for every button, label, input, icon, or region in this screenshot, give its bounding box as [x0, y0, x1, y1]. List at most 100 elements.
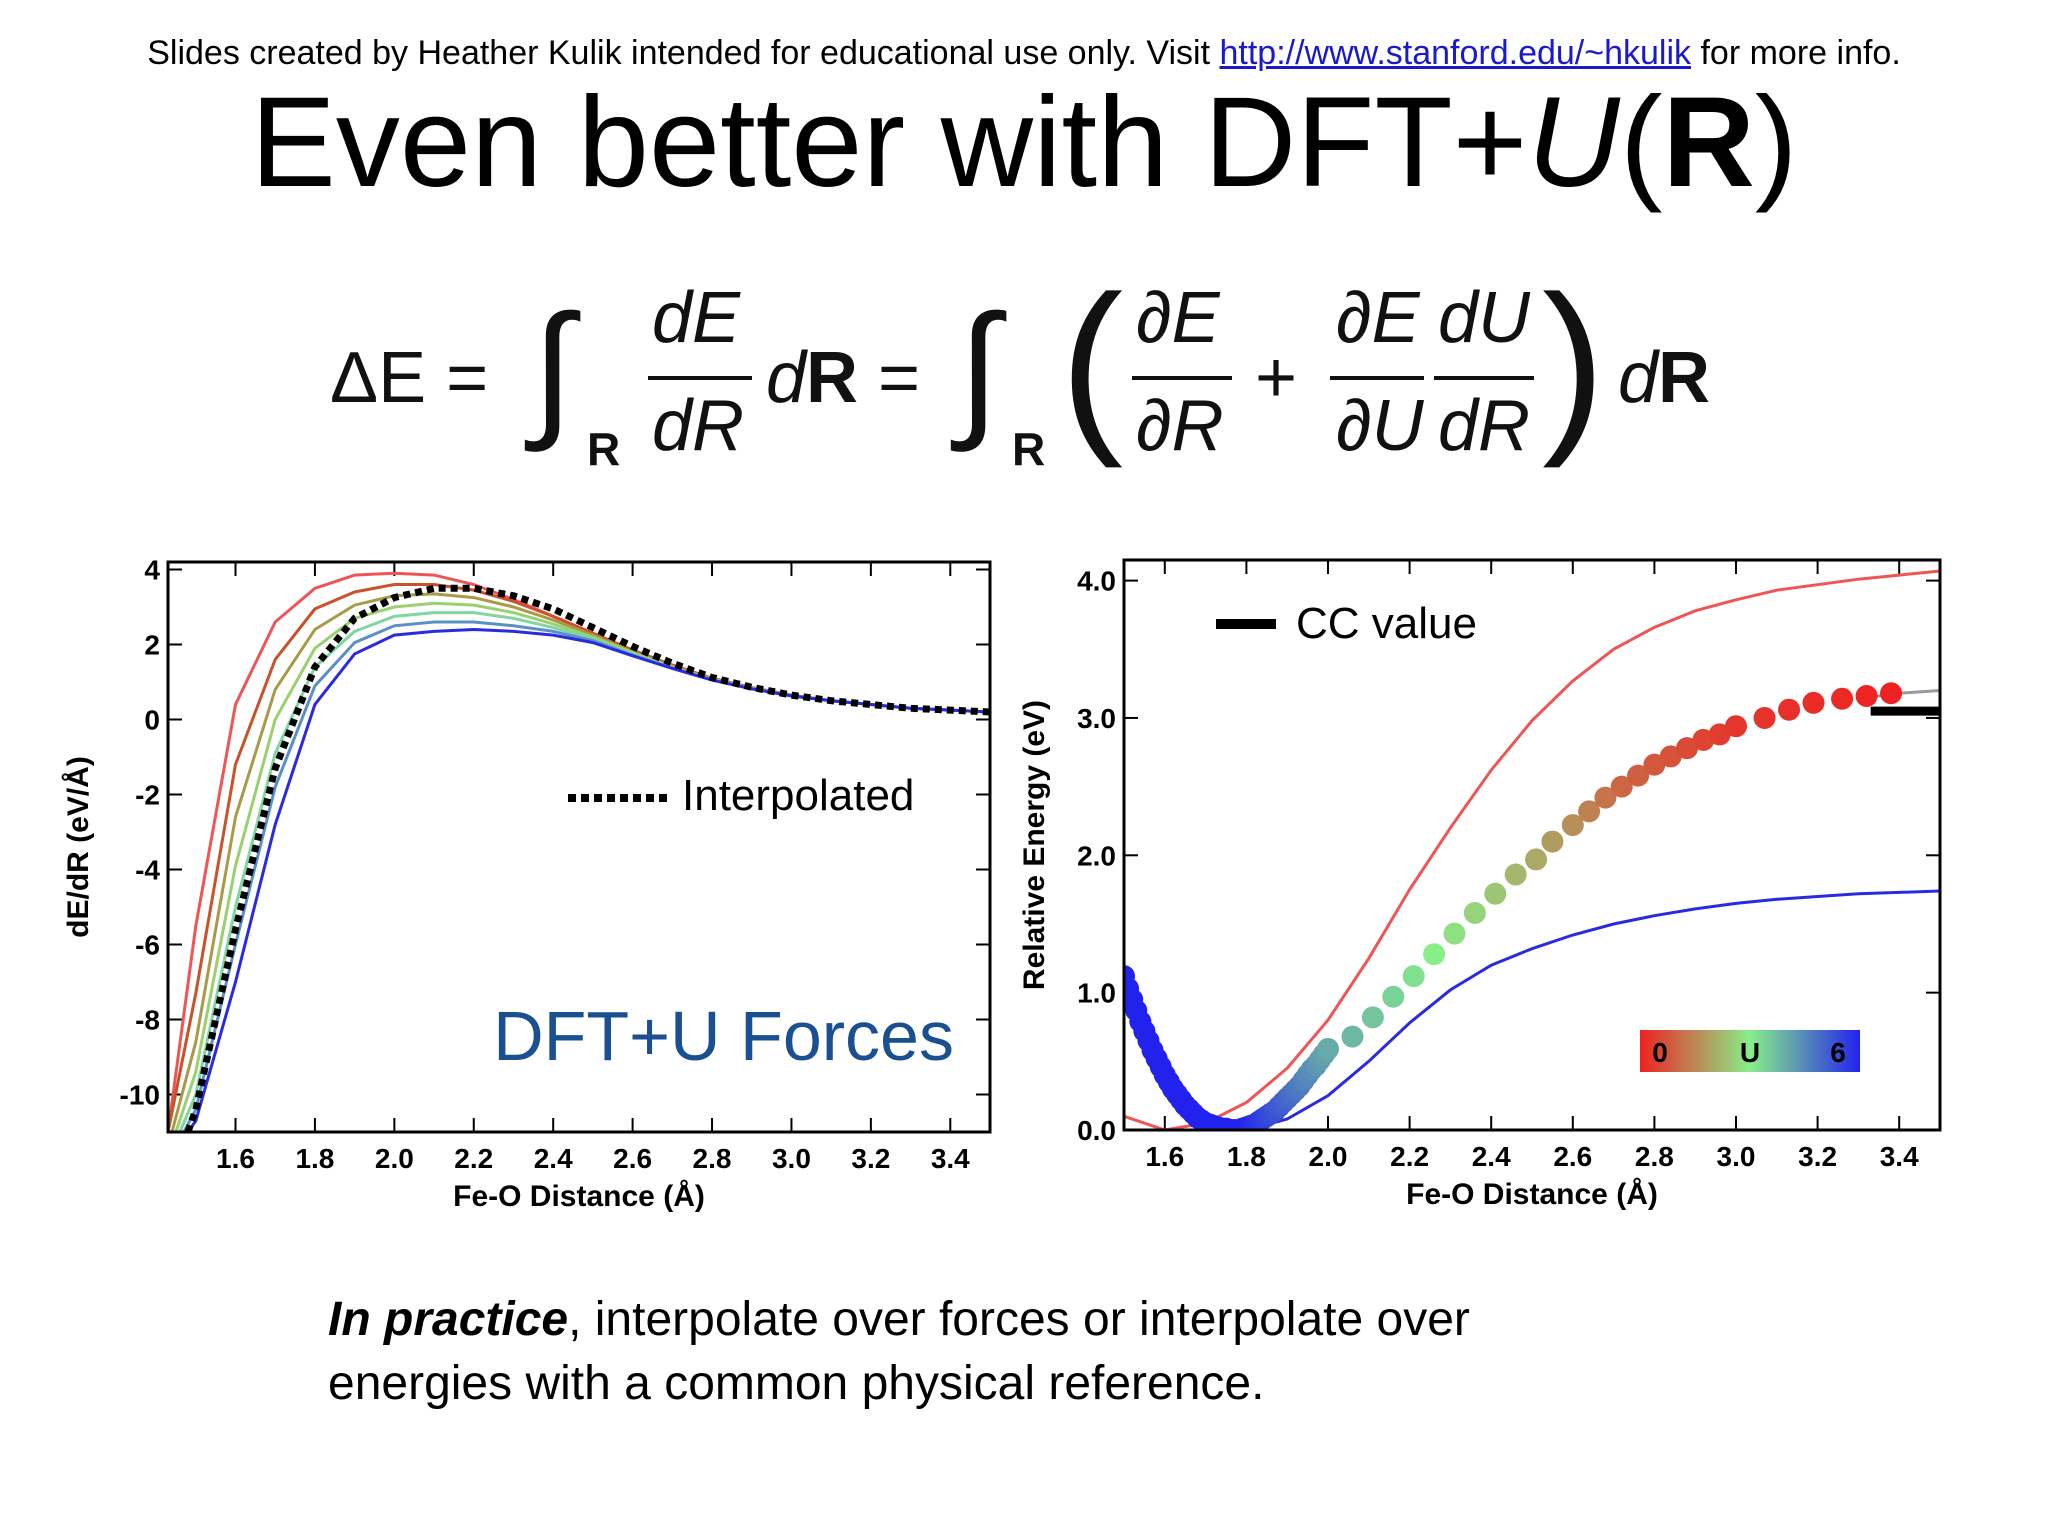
- eq-paren-open: (: [1060, 270, 1123, 469]
- eq-frac3-num: dU: [1438, 278, 1531, 358]
- x-tick-label: 2.0: [375, 1143, 414, 1174]
- series-line-1: [1163, 889, 1940, 1130]
- data-point: [1443, 922, 1466, 945]
- stanford-link[interactable]: http://www.stanford.edu/~hkulik: [1219, 34, 1692, 72]
- title-paren-open: (: [1619, 71, 1663, 214]
- y-tick-label: -10: [120, 1080, 160, 1111]
- data-point: [1361, 1006, 1384, 1029]
- plot-area: [168, 571, 990, 1132]
- u-colorbar: [1640, 1030, 1860, 1072]
- eq-pfrac1-num: ∂E: [1136, 278, 1221, 358]
- data-point: [1855, 684, 1878, 707]
- title-u: U: [1527, 71, 1620, 214]
- y-tick-label: -8: [135, 1005, 160, 1036]
- equation: ΔE = ∫ R dE dR d R = ∫ R ( ∂E ∂R + ∂E ∂U…: [300, 257, 1780, 490]
- x-tick-label: 1.6: [1145, 1141, 1184, 1172]
- y-tick-label: 1.0: [1077, 978, 1116, 1009]
- eq-equals: =: [878, 338, 920, 418]
- data-point: [1525, 848, 1548, 871]
- eq-pfrac1-den: ∂R: [1136, 386, 1224, 466]
- credit-line: Slides created by Heather Kulik intended…: [0, 34, 2048, 73]
- tick-marks: [168, 562, 990, 1132]
- x-axis-label: Fe-O Distance (Å): [453, 1180, 705, 1213]
- y-axis-label: Relative Energy (eV): [1020, 700, 1051, 990]
- y-axis-label: dE/dR (eV/Å): [62, 756, 95, 938]
- data-point: [1463, 901, 1486, 924]
- eq-pfrac2-den: ∂U: [1336, 386, 1425, 466]
- eq-frac3-den: dR: [1438, 386, 1530, 466]
- x-tick-label: 3.0: [1717, 1141, 1756, 1172]
- x-tick-label: 2.6: [613, 1143, 652, 1174]
- x-tick-label: 1.8: [295, 1143, 334, 1174]
- x-tick-label: 3.0: [772, 1143, 811, 1174]
- x-tick-label: 3.2: [1798, 1141, 1837, 1172]
- x-tick-label: 1.8: [1227, 1141, 1266, 1172]
- data-point: [1708, 723, 1731, 746]
- series-line-6: [186, 627, 990, 1132]
- data-point: [1627, 764, 1650, 787]
- y-tick-label: -4: [135, 855, 160, 886]
- data-point: [1725, 715, 1747, 738]
- x-tick-label: 2.2: [1390, 1141, 1429, 1172]
- x-tick-label: 1.6: [216, 1143, 255, 1174]
- credit-suffix: for more info.: [1691, 34, 1901, 72]
- eq-pfrac2-num: ∂E: [1336, 278, 1421, 358]
- data-point: [1382, 985, 1405, 1008]
- y-tick-label: 4.0: [1077, 566, 1116, 597]
- data-point: [1610, 775, 1633, 798]
- data-point: [1802, 691, 1825, 714]
- colorbar-label: 0: [1652, 1037, 1668, 1068]
- forces-chart: 1.6 1.8 2.0 2.2 2.4 2.6 2.8 3.0 3.2 3.4 4 2 0 -2 -4 -6 -…: [60, 540, 1010, 1240]
- eq-lhs: ΔE =: [330, 338, 488, 418]
- eq-int-sub-2: R: [1012, 423, 1045, 475]
- caption-line-2: energies with a common physical referenc…: [328, 1357, 1265, 1410]
- eq-plus: +: [1255, 338, 1297, 418]
- caption-rest: , interpolate over forces or interpolate…: [568, 1293, 1470, 1346]
- data-point: [1778, 698, 1801, 721]
- forces-annotation: DFT+U Forces: [493, 997, 954, 1075]
- data-point: [1880, 682, 1903, 705]
- y-tick-label: 2: [144, 630, 160, 661]
- caption-lead: In practice: [328, 1293, 569, 1346]
- x-axis-label: Fe-O Distance (Å): [1406, 1178, 1658, 1211]
- eq-r-2: R: [1658, 338, 1710, 418]
- y-tick-label: -6: [135, 930, 160, 961]
- data-point: [1341, 1025, 1364, 1048]
- x-tick-label: 3.4: [1880, 1141, 1919, 1172]
- plot-frame: [1122, 558, 1942, 1132]
- eq-frac1-den: dR: [652, 386, 744, 466]
- y-tick-label: 0.0: [1077, 1115, 1116, 1146]
- data-point: [1541, 830, 1564, 853]
- data-point: [1753, 706, 1776, 729]
- caption-line-1: In practice, interpolate over forces or …: [328, 1288, 1728, 1352]
- x-tick-label: 2.8: [1635, 1141, 1674, 1172]
- x-tick-label: 2.4: [534, 1143, 573, 1174]
- eq-frac1-num: dE: [652, 278, 741, 358]
- x-tick-label: 2.0: [1309, 1141, 1348, 1172]
- data-point: [1643, 753, 1666, 776]
- y-tick-label: 4: [144, 555, 160, 586]
- data-point: [1484, 882, 1507, 905]
- energy-chart: 1.6 1.8 2.0 2.2 2.4 2.6 2.8 3.0 3.2 3.4 4.0 3.0 2.0 1…: [1018, 540, 1980, 1240]
- forces-chart-svg: 1.6 1.8 2.0 2.2 2.4 2.6 2.8 3.0 3.2 3.4 4 2 0 -2 -4 -6 -…: [62, 555, 992, 1213]
- title-part1: Even better with DFT+: [250, 71, 1528, 214]
- x-tick-label: 2.2: [454, 1143, 493, 1174]
- eq-r-1: R: [806, 338, 858, 418]
- plot-frame: [166, 560, 992, 1134]
- energy-chart-svg: 1.6 1.8 2.0 2.2 2.4 2.6 2.8 3.0 3.2 3.4 4.0 3.0 2.0 1…: [1018, 558, 1942, 1211]
- cc-legend-label: CC value: [1296, 599, 1477, 648]
- data-point: [1578, 800, 1601, 823]
- y-tick-label: 3.0: [1077, 703, 1116, 734]
- eq-d-2: d: [1618, 338, 1660, 418]
- plot-area: [1124, 569, 1940, 1130]
- eq-integral-2: ∫: [950, 284, 1007, 452]
- eq-int-sub-1: R: [587, 423, 620, 475]
- caption: In practice, interpolate over forces or …: [328, 1288, 1728, 1416]
- equation-svg: ΔE = ∫ R dE dR d R = ∫ R ( ∂E ∂R + ∂E ∂U…: [330, 257, 1710, 475]
- colorbar-label: U: [1740, 1037, 1760, 1068]
- title-paren-close: ): [1754, 71, 1798, 214]
- data-point: [1504, 863, 1527, 886]
- data-point: [1831, 687, 1854, 710]
- x-tick-label: 3.2: [851, 1143, 890, 1174]
- x-tick-label: 2.8: [693, 1143, 732, 1174]
